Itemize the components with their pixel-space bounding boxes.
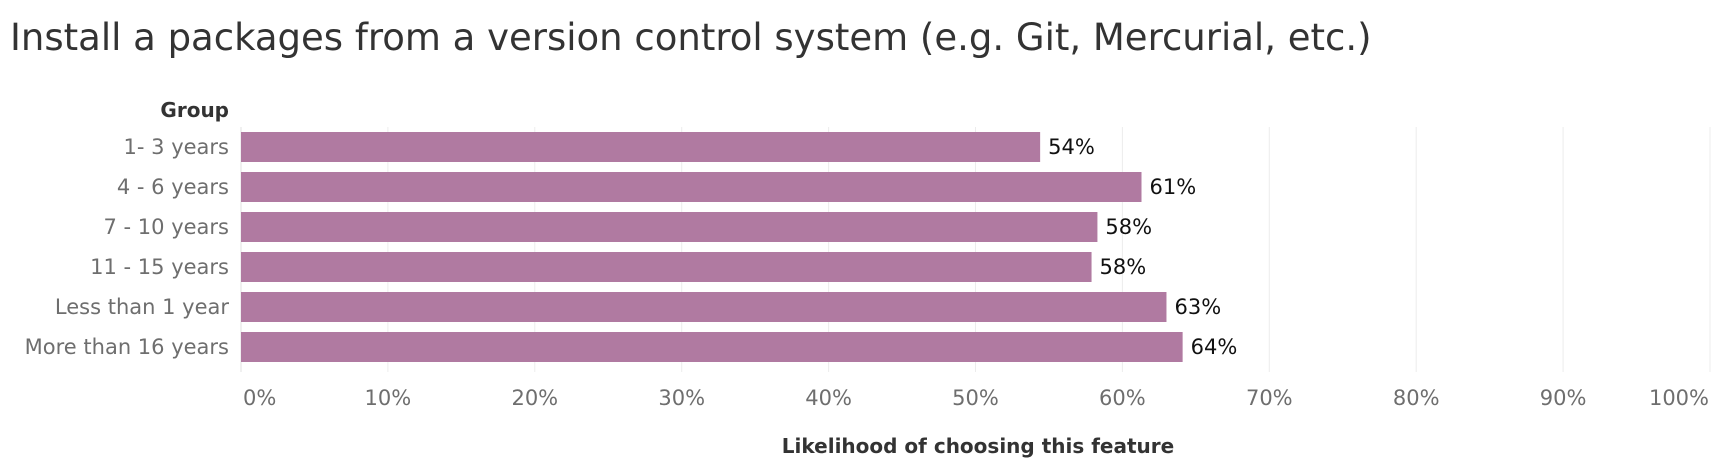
x-tick-label: 90% <box>1540 386 1587 410</box>
data-label: 61% <box>1149 175 1196 199</box>
bar <box>241 172 1142 202</box>
data-label: 64% <box>1191 335 1238 359</box>
x-tick-label: 70% <box>1246 386 1293 410</box>
category-label: Less than 1 year <box>55 295 229 319</box>
x-tick-label: 0% <box>243 386 276 410</box>
bar <box>241 212 1098 242</box>
x-axis-ticks: 0% 10% 20% 30% 40% 50% 60% 70% 80% 90% 100% <box>243 386 1709 410</box>
x-tick-label: 80% <box>1393 386 1440 410</box>
gridlines <box>240 127 1711 372</box>
category-label: 7 - 10 years <box>104 215 229 239</box>
data-label: 54% <box>1048 135 1095 159</box>
category-header: Group <box>160 98 229 122</box>
bar <box>241 292 1167 322</box>
x-tick-label: 100% <box>1649 386 1709 410</box>
x-tick-label: 20% <box>511 386 558 410</box>
category-label: 1- 3 years <box>124 135 229 159</box>
data-label: 63% <box>1174 295 1221 319</box>
data-label: 58% <box>1105 215 1152 239</box>
category-label: More than 16 years <box>25 335 229 359</box>
category-label: 4 - 6 years <box>117 175 229 199</box>
bar <box>241 252 1092 282</box>
data-labels: 54% 61% 58% 58% 63% 64% <box>1048 135 1237 359</box>
chart-title: Install a packages from a version contro… <box>10 16 1372 59</box>
bar <box>241 132 1041 162</box>
x-axis-title: Likelihood of choosing this feature <box>782 434 1174 458</box>
category-labels: 1- 3 years 4 - 6 years 7 - 10 years 11 - 15… <box>25 135 230 359</box>
bar <box>241 332 1183 362</box>
x-tick-label: 50% <box>952 386 999 410</box>
category-label: 11 - 15 years <box>90 255 229 279</box>
x-tick-label: 10% <box>365 386 412 410</box>
data-label: 58% <box>1100 255 1147 279</box>
x-tick-label: 30% <box>658 386 705 410</box>
x-tick-label: 60% <box>1099 386 1146 410</box>
x-tick-label: 40% <box>805 386 852 410</box>
bars <box>241 132 1183 362</box>
